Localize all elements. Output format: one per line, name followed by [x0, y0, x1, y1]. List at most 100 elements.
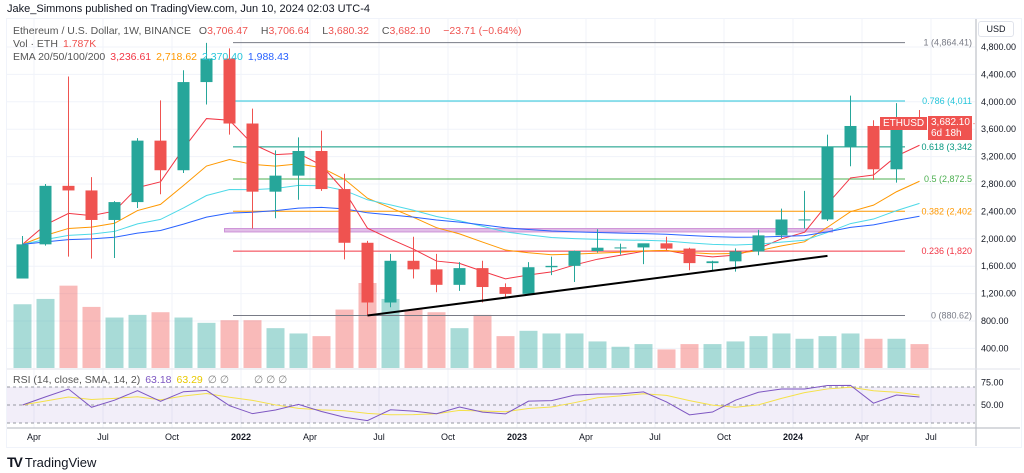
- symbol-legend: Ethereum / U.S. Dollar, 1W, BINANCE O3,7…: [13, 25, 527, 37]
- candle-body: [890, 118, 903, 170]
- ema-line-20: [22, 118, 920, 280]
- volume-bar: [427, 312, 446, 368]
- time-tick: 2022: [231, 432, 251, 442]
- candle-body: [637, 243, 650, 248]
- volume-bar: [887, 338, 906, 368]
- volume-bar: [611, 346, 630, 368]
- volume-bar: [749, 336, 768, 368]
- candle-body: [614, 247, 627, 249]
- volume-bar: [151, 312, 170, 368]
- fib-level-label: 0.236 (1,820: [921, 246, 972, 256]
- ohlc-close: C3,682.10: [381, 25, 431, 37]
- volume-bar: [266, 328, 285, 368]
- volume-bar: [335, 309, 354, 368]
- volume-legend: Vol · ETH 1.787K: [13, 38, 97, 50]
- price-tick: 4,000.00: [981, 97, 1016, 107]
- publisher-line: Jake_Simmons published on TradingView.co…: [7, 3, 371, 15]
- tv-logo-icon: TV: [7, 454, 23, 470]
- candle-body: [131, 140, 144, 203]
- volume-bar: [864, 338, 883, 368]
- candle-body: [315, 150, 328, 190]
- volume-bar: [128, 314, 147, 368]
- volume-bar: [519, 330, 538, 368]
- volume-bar: [289, 333, 308, 368]
- ohlc-open: O3,706.47: [198, 25, 248, 37]
- time-tick: Oct: [441, 432, 456, 442]
- ohlc-low: L3,680.32: [322, 25, 369, 37]
- candle-body: [867, 125, 880, 170]
- candle-body: [545, 265, 558, 268]
- volume-bar: [588, 341, 607, 368]
- time-tick: Jul: [97, 432, 109, 442]
- candle-body: [177, 82, 190, 171]
- candle-body: [361, 242, 374, 303]
- price-tick: 3,600.00: [981, 124, 1016, 134]
- candle-body: [85, 190, 98, 220]
- candle-body: [775, 219, 788, 236]
- time-tick: Apr: [303, 432, 317, 442]
- candle-body: [476, 268, 489, 288]
- rsi-sma-line: [22, 386, 920, 416]
- volume-bar: [634, 344, 653, 368]
- candle-body: [200, 58, 213, 83]
- ema-line-200: [22, 206, 920, 245]
- volume-bar: [404, 309, 423, 368]
- candle-body: [844, 125, 857, 148]
- candle-body: [660, 243, 673, 249]
- volume-bar: [657, 349, 676, 368]
- change-value: −23.71 (−0.64%): [443, 25, 522, 37]
- fib-level-label: 0.382 (2,402: [921, 206, 972, 216]
- candle-body: [16, 244, 29, 279]
- volume-bar: [473, 314, 492, 368]
- trendline: [367, 254, 828, 317]
- candle-body: [430, 269, 443, 285]
- price-tick: 4,800.00: [981, 42, 1016, 52]
- price-tick: 4,400.00: [981, 69, 1016, 79]
- volume-bar: [703, 344, 722, 368]
- price-tick: 1,600.00: [981, 261, 1016, 271]
- symbol-tag: ETHUSD: [880, 117, 928, 130]
- fib-level-label: 0 (880.62): [931, 310, 972, 320]
- volume-bar: [13, 304, 32, 368]
- volume-bar: [220, 320, 239, 368]
- candle-body: [683, 248, 696, 264]
- tradingview-logo[interactable]: TV TradingView: [7, 454, 97, 470]
- fib-level-label: 0.786 (4,011: [922, 96, 972, 106]
- price-tick: 1,200.00: [981, 289, 1016, 299]
- volume-bar: [381, 298, 400, 368]
- time-tick: Oct: [165, 432, 180, 442]
- candle-body: [752, 235, 765, 252]
- time-tick: Oct: [717, 432, 732, 442]
- volume-bar: [772, 333, 791, 368]
- price-tick: 400.00: [981, 343, 1009, 353]
- price-tick: 800.00: [981, 316, 1009, 326]
- volume-bar: [36, 298, 55, 368]
- volume-bar: [197, 322, 216, 368]
- rsi-tick: 75.00: [981, 378, 1004, 388]
- volume-bar: [59, 285, 78, 368]
- chart-frame: [6, 18, 1022, 448]
- candle-body: [591, 247, 604, 251]
- volume-bar: [450, 328, 469, 368]
- volume-bar: [243, 320, 262, 368]
- time-tick: 2024: [783, 432, 803, 442]
- candle-body: [453, 268, 466, 285]
- time-tick: Apr: [855, 432, 869, 442]
- time-tick: Jul: [649, 432, 661, 442]
- volume-bar: [174, 317, 193, 368]
- volume-bar: [818, 336, 837, 368]
- rsi-legend: RSI (14, close, SMA, 14, 2) 63.18 63.29 ∅ ∅…: [13, 374, 288, 386]
- candle-body: [821, 147, 834, 220]
- time-tick: Apr: [579, 432, 593, 442]
- volume-bar: [795, 338, 814, 368]
- fib-level-label: 0.5 (2,872.5: [924, 174, 972, 184]
- fib-level-label: 1 (4,864.41): [923, 38, 972, 48]
- fib-level-label: 0.618 (3,342: [921, 142, 972, 152]
- candle-body: [522, 267, 535, 294]
- candle-body: [62, 185, 75, 191]
- ohlc-high: H3,706.64: [260, 25, 310, 37]
- ema-line-50: [22, 158, 920, 256]
- candle-body: [568, 250, 581, 266]
- currency-button[interactable]: USD: [978, 21, 1014, 37]
